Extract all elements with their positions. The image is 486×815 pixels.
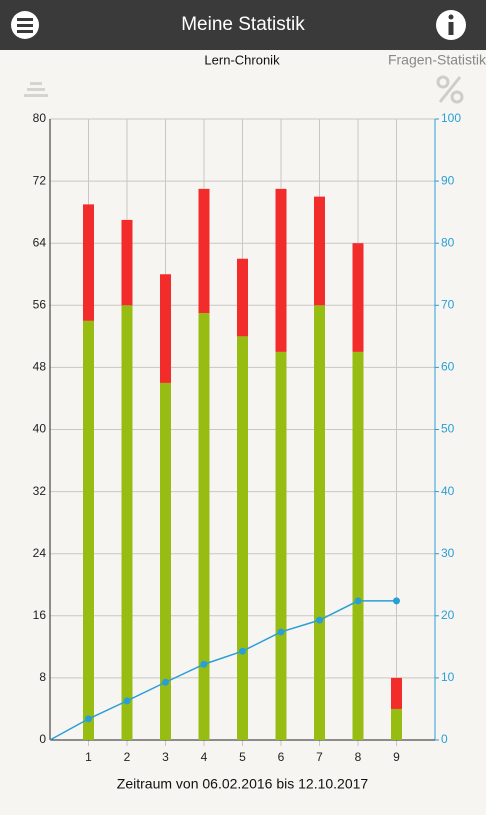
bar-segment <box>391 677 402 709</box>
bar-segment <box>83 204 94 321</box>
line-point <box>162 678 169 686</box>
y2-tick-label: 80 <box>441 235 455 249</box>
x-tick-label: 2 <box>124 750 131 764</box>
line-point <box>85 715 92 723</box>
line <box>49 600 397 741</box>
bar-segment <box>83 320 94 740</box>
y-tick-label: 8 <box>39 670 46 684</box>
bar-segment <box>352 243 364 352</box>
sort-icon[interactable] <box>24 82 48 97</box>
tab[interactable]: Lern-Chronik <box>204 52 280 67</box>
x-tick-label: 3 <box>162 750 169 764</box>
x-tick-label: 9 <box>393 750 400 764</box>
y2-tick-label: 20 <box>441 608 455 622</box>
line-point <box>354 597 362 605</box>
info-button[interactable] <box>436 10 466 40</box>
y-tick-label: 80 <box>33 111 47 125</box>
y2-tick-label: 30 <box>441 546 455 560</box>
y2-tick-label: 100 <box>441 111 461 125</box>
bar-segment <box>121 305 133 740</box>
y-tick-label: 48 <box>33 360 47 374</box>
bar-segment <box>314 196 325 306</box>
app-bar <box>0 0 486 50</box>
bar-segment <box>160 382 171 740</box>
line-point <box>200 660 208 668</box>
y2-tick-label: 60 <box>441 360 455 374</box>
bar-segment <box>198 313 210 740</box>
y-tick-label: 56 <box>33 297 47 311</box>
y-tick-label: 32 <box>33 484 47 498</box>
bar-segment <box>275 351 287 740</box>
y2-tick-label: 10 <box>441 670 455 684</box>
y2-tick-label: 70 <box>441 297 455 311</box>
y-tick-label: 16 <box>33 608 47 622</box>
line-point <box>277 628 285 636</box>
bar-segment <box>237 258 248 337</box>
y2-tick-label: 0 <box>441 732 448 746</box>
line-point <box>239 647 246 655</box>
y-tick-label: 24 <box>33 546 47 560</box>
x-tick-label: 6 <box>278 750 285 764</box>
y-tick-label: 40 <box>33 422 47 436</box>
bar-segment <box>198 188 210 314</box>
bar-segment <box>237 336 248 740</box>
y2-tick-label: 50 <box>441 422 455 436</box>
x-tick-label: 7 <box>316 750 323 764</box>
x-tick-label: 5 <box>239 750 246 764</box>
y-tick-label: 0 <box>39 732 46 746</box>
y2-tick-label: 40 <box>441 484 455 498</box>
bar-segment <box>121 219 133 306</box>
bar-segment <box>314 305 325 740</box>
percent-icon[interactable] <box>436 75 464 104</box>
x-tick-label: 4 <box>201 750 208 764</box>
x-tick-label: 8 <box>355 750 362 764</box>
y2-tick-label: 90 <box>441 173 455 187</box>
app-title: Meine Statistik <box>181 14 305 35</box>
y-tick-label: 64 <box>33 235 47 249</box>
bar-segment <box>352 351 364 740</box>
tab[interactable]: Fragen-Statistik <box>388 52 486 68</box>
menu-button[interactable] <box>11 11 39 39</box>
line-point <box>393 597 400 605</box>
line-point <box>316 616 323 624</box>
line-point <box>123 697 131 705</box>
x-tick-label: 1 <box>85 750 92 764</box>
bar-segment <box>391 708 402 740</box>
bar-segment <box>160 274 171 383</box>
y-tick-label: 72 <box>33 173 47 187</box>
x-axis-label: Zeitraum von 06.02.2016 bis 12.10.2017 <box>117 776 369 792</box>
bar-segment <box>275 188 287 352</box>
